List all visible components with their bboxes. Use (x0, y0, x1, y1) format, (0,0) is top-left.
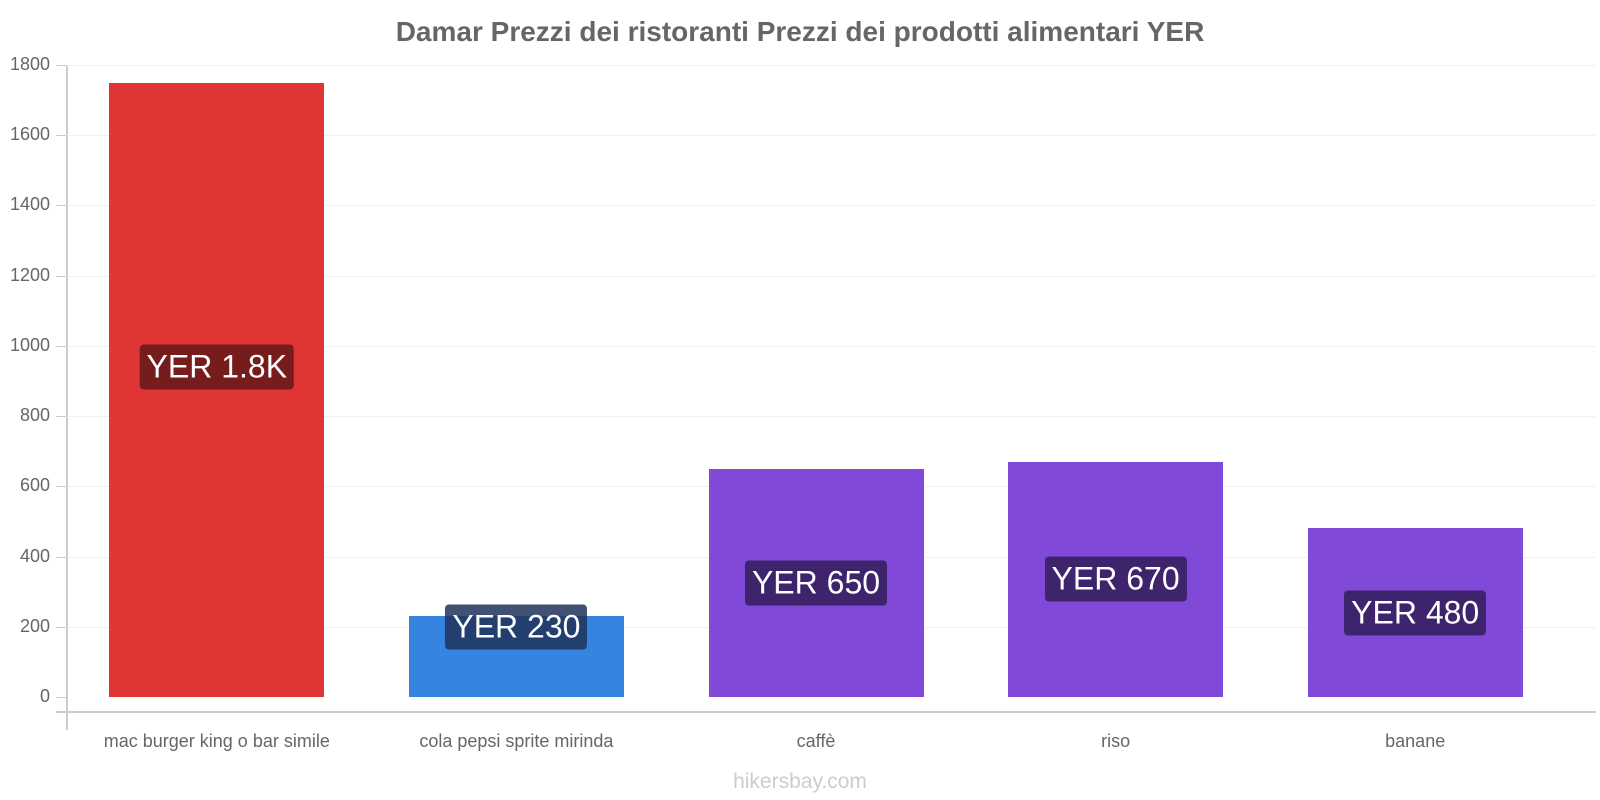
footer-watermark: hikersbay.com (733, 770, 867, 793)
y-tick-label: 600 (19, 475, 50, 496)
y-tick-mark (56, 697, 66, 698)
y-tick-label: 1800 (9, 54, 50, 74)
y-tick-mark (56, 486, 66, 488)
y-tick-mark (56, 205, 66, 207)
chart-title: Damar Prezzi dei ristoranti Prezzi dei p… (395, 16, 1205, 47)
y-tick-label: 1200 (9, 264, 50, 285)
y-axis-line (66, 65, 68, 730)
gridline (67, 65, 1595, 66)
y-tick-label: 1400 (9, 194, 50, 215)
y-tick-mark (56, 556, 66, 558)
y-tick-label: 200 (19, 615, 50, 636)
y-tick-label: 1600 (9, 124, 50, 145)
y-tick-mark (56, 65, 66, 66)
y-tick-label: 400 (19, 545, 50, 566)
x-category-label: caffè (796, 731, 836, 751)
y-tick-label: 1000 (9, 334, 50, 355)
data-label: YER 670 (1044, 556, 1187, 602)
bar[interactable] (109, 82, 325, 697)
x-category-label: cola pepsi sprite mirinda (419, 731, 614, 751)
gridline (67, 275, 1595, 277)
gridline (67, 416, 1595, 418)
x-category-label: riso (1101, 731, 1131, 751)
gridline (67, 205, 1595, 207)
data-label: YER 650 (744, 560, 888, 606)
y-tick-label: 0 (39, 686, 50, 706)
y-tick-mark (56, 416, 66, 418)
y-tick-mark (56, 275, 66, 277)
gridline (67, 345, 1595, 347)
y-tick-mark (56, 626, 66, 628)
x-category-label: banane (1385, 731, 1446, 751)
data-label: YER 480 (1344, 590, 1487, 636)
gridline (67, 135, 1595, 137)
y-tick-mark (56, 345, 66, 347)
x-axis-line (56, 711, 1596, 713)
y-tick-mark (56, 135, 66, 137)
data-label: YER 1.8K (139, 344, 295, 390)
data-label: YER 230 (445, 604, 588, 650)
x-category-label: mac burger king o bar simile (103, 731, 330, 751)
y-tick-label: 800 (19, 405, 50, 426)
